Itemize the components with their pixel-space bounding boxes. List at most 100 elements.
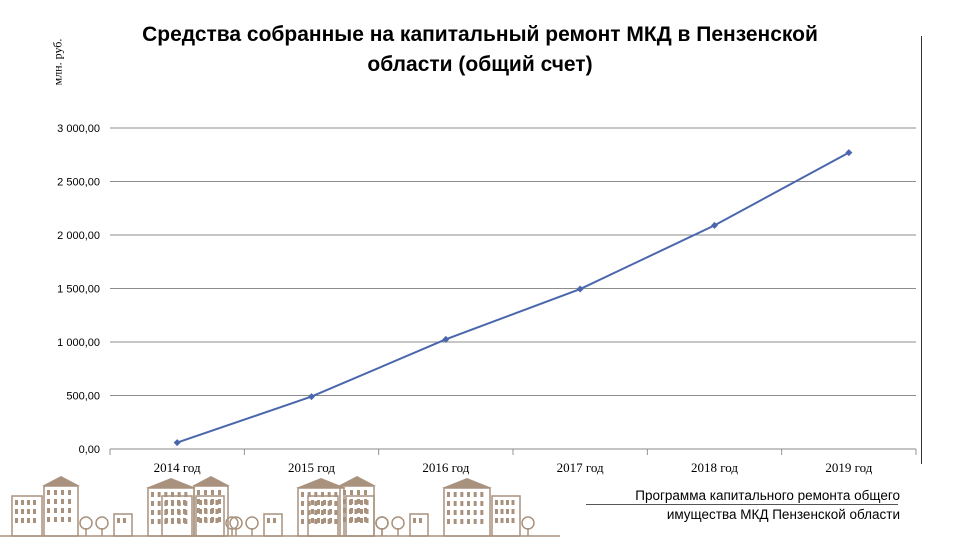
skyline-window: [350, 499, 353, 504]
skyline-window: [54, 499, 57, 504]
skyline-window: [21, 518, 24, 523]
skyline-window: [447, 510, 450, 515]
skyline-window: [68, 508, 71, 513]
skyline-window: [329, 500, 332, 505]
skyline-window: [301, 519, 304, 524]
skyline-window: [460, 510, 464, 515]
skyline-tree-crown: [521, 516, 535, 530]
skyline-window: [54, 508, 57, 513]
skyline-window: [329, 518, 332, 523]
skyline-window: [199, 518, 202, 523]
skyline-window: [68, 490, 71, 495]
skyline-roof: [146, 478, 196, 488]
skyline-window: [360, 518, 363, 523]
skyline-window: [177, 500, 180, 505]
skyline-window: [321, 519, 324, 524]
skyline-window: [204, 508, 207, 513]
data-point: [442, 335, 450, 343]
skyline-window: [364, 508, 367, 513]
skyline-window: [273, 518, 276, 523]
skyline-window: [314, 501, 318, 506]
skyline-window: [68, 499, 71, 504]
skyline-window: [467, 492, 470, 497]
skyline-window: [323, 518, 326, 523]
skyline-window: [327, 492, 331, 497]
skyline-window: [61, 517, 64, 522]
skyline-window: [171, 500, 174, 505]
y-tick-label: 3 000,00: [57, 123, 100, 135]
skyline-window: [171, 492, 174, 497]
skyline-window: [157, 492, 161, 497]
skyline-window: [506, 500, 509, 505]
skyline-window: [218, 499, 221, 504]
skyline-window: [171, 509, 174, 514]
skyline-window: [314, 519, 318, 524]
data-point: [711, 221, 718, 229]
skyline-window: [211, 508, 214, 513]
skyline-building: [263, 513, 283, 537]
skyline-window: [165, 500, 168, 505]
skyline-tree-crown: [95, 516, 109, 530]
data-point: [845, 149, 853, 157]
skyline-window: [184, 492, 188, 497]
skyline-window: [197, 508, 200, 513]
skyline-window: [453, 510, 457, 515]
skyline-window: [357, 490, 360, 495]
skyline-window: [211, 517, 214, 522]
skyline-window: [460, 501, 464, 506]
skyline-window: [357, 499, 360, 504]
x-tick-label: 2018 год: [691, 460, 738, 475]
skyline-window: [314, 492, 318, 497]
skyline-window: [211, 490, 214, 495]
skyline-window: [343, 499, 346, 504]
skyline-window: [218, 517, 221, 522]
skyline-window: [317, 500, 320, 505]
skyline-window: [419, 518, 422, 523]
y-tick-label: 500,00: [66, 391, 100, 403]
skyline-window: [473, 510, 477, 515]
skyline-window: [354, 509, 358, 514]
skyline-window: [183, 509, 186, 514]
skyline-window: [480, 519, 484, 524]
skyline-window: [151, 519, 154, 524]
skyline-window: [47, 499, 50, 504]
skyline-window: [61, 490, 64, 495]
skyline-window: [334, 519, 338, 524]
skyline-window: [447, 501, 450, 506]
skyline-window: [27, 500, 30, 505]
skyline-window: [123, 518, 126, 523]
chart-title: Средства собранные на капитальный ремонт…: [142, 23, 818, 76]
skyline-window: [157, 519, 161, 524]
skyline-window: [215, 509, 219, 514]
skyline-window: [301, 501, 304, 506]
skyline-window: [350, 517, 353, 522]
skyline-window: [311, 509, 314, 514]
skyline-window: [343, 508, 346, 513]
skyline-window: [480, 492, 484, 497]
skyline-window: [354, 500, 358, 505]
skyline-window: [357, 508, 360, 513]
data-point: [576, 285, 584, 293]
skyline-window: [506, 518, 509, 523]
skyline-window: [165, 509, 168, 514]
skyline-window: [157, 510, 161, 515]
skyline-window: [27, 509, 30, 514]
skyline-window: [177, 518, 180, 523]
skyline-roof: [192, 476, 230, 486]
skyline-window: [117, 518, 120, 523]
skyline-window: [21, 509, 24, 514]
skyline-window: [307, 519, 311, 524]
y-tick-label: 0,00: [79, 444, 100, 456]
skyline-window: [164, 492, 168, 497]
series-group: [173, 149, 853, 447]
skyline-window: [218, 508, 221, 513]
skyline-window: [360, 509, 363, 514]
skyline-window: [360, 500, 363, 505]
skyline-window: [480, 510, 484, 515]
skyline-window: [473, 501, 477, 506]
skyline-window: [307, 492, 311, 497]
skyline-window: [364, 499, 367, 504]
skyline-window: [204, 499, 207, 504]
skyline-window: [61, 499, 64, 504]
